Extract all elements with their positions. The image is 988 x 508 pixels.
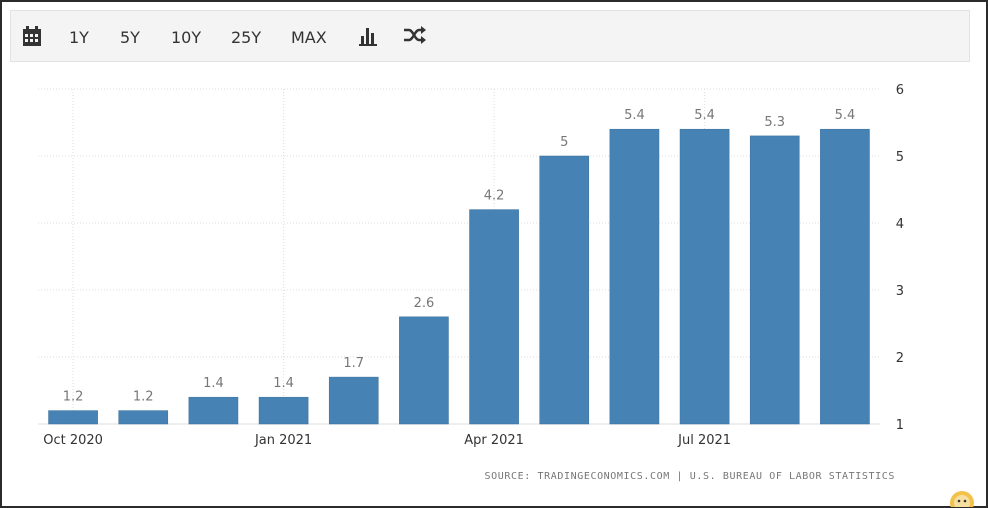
data-label: 1.4 bbox=[273, 376, 294, 391]
data-label: 5 bbox=[560, 135, 568, 150]
data-label: 5.3 bbox=[764, 115, 785, 130]
range-25y-button[interactable]: 25Y bbox=[231, 28, 262, 47]
bar bbox=[679, 128, 730, 425]
bar bbox=[258, 396, 309, 425]
range-10y-button[interactable]: 10Y bbox=[171, 28, 202, 47]
bar bbox=[188, 396, 239, 425]
x-tick-label: Jan 2021 bbox=[254, 433, 312, 448]
x-tick-label: Apr 2021 bbox=[464, 433, 524, 448]
data-label: 2.6 bbox=[414, 296, 435, 311]
bar bbox=[118, 410, 169, 425]
bar bbox=[749, 135, 800, 425]
y-tick-label: 5 bbox=[896, 150, 904, 165]
y-tick-label: 4 bbox=[896, 217, 904, 232]
toolbar: 1Y 5Y 10Y 25Y MAX bbox=[10, 10, 970, 62]
data-label: 1.7 bbox=[343, 356, 364, 371]
x-tick-label: Oct 2020 bbox=[43, 433, 103, 448]
source-note: SOURCE: TRADINGECONOMICS.COM | U.S. BURE… bbox=[484, 471, 895, 482]
bar bbox=[609, 128, 660, 425]
bar bbox=[539, 155, 590, 425]
range-max-button[interactable]: MAX bbox=[291, 28, 327, 47]
bar bbox=[469, 209, 519, 425]
data-label: 1.2 bbox=[63, 390, 84, 405]
data-label: 1.4 bbox=[203, 376, 224, 391]
data-label: 4.2 bbox=[484, 189, 505, 204]
range-5y-button[interactable]: 5Y bbox=[120, 28, 140, 47]
bar bbox=[399, 316, 449, 425]
bar bbox=[48, 410, 98, 425]
data-label: 1.2 bbox=[133, 390, 154, 405]
data-label: 5.4 bbox=[835, 108, 856, 123]
y-tick-label: 3 bbox=[896, 284, 904, 299]
x-tick-label: Jul 2021 bbox=[677, 433, 731, 448]
range-1y-button[interactable]: 1Y bbox=[69, 28, 89, 47]
shuffle-icon[interactable] bbox=[404, 26, 426, 48]
calendar-icon[interactable] bbox=[23, 26, 41, 48]
bar bbox=[820, 128, 870, 425]
mascot-logo-icon bbox=[950, 491, 974, 507]
bar-chart-icon[interactable] bbox=[359, 26, 377, 48]
y-tick-label: 1 bbox=[896, 418, 904, 433]
data-label: 5.4 bbox=[694, 108, 715, 123]
bar-chart: 1 2 3 4 5 6 1.2 1.2 1.4 1.4 1.7 2.6 4.2 5 5.4 5.4 5.3 5.4… bbox=[38, 83, 904, 448]
bar bbox=[328, 376, 379, 425]
data-label: 5.4 bbox=[624, 108, 645, 123]
y-tick-label: 6 bbox=[896, 83, 904, 98]
y-tick-label: 2 bbox=[896, 351, 904, 366]
